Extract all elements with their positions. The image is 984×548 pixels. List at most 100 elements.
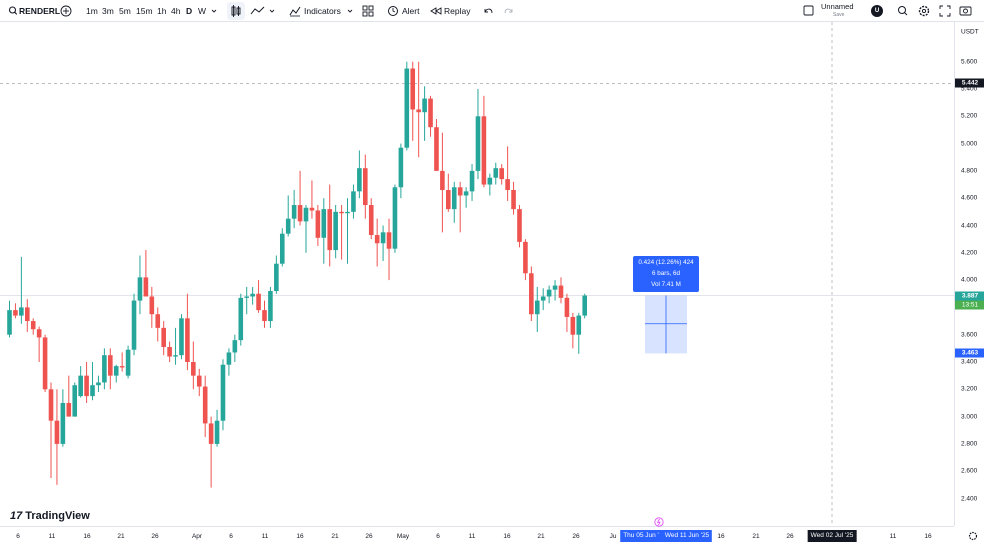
candle-body xyxy=(517,209,522,242)
fullscreen-icon[interactable] xyxy=(939,0,951,22)
indicators-icon[interactable] xyxy=(289,0,301,22)
candle-body xyxy=(303,207,309,222)
candle-body xyxy=(274,263,279,292)
candle-body xyxy=(546,289,552,297)
time-tick: 26 xyxy=(786,533,794,540)
timeframe-4h[interactable]: 4h xyxy=(171,6,181,16)
candle-body xyxy=(499,168,504,180)
candle-body xyxy=(291,205,297,219)
time-axis[interactable]: 6 11 16 21 26 Apr 6 11 16 21 26 May 6 11 16 21 26 Ju 16 21 2… xyxy=(0,517,978,548)
candle-body xyxy=(451,187,457,210)
timeframe-15m[interactable]: 15m xyxy=(136,6,153,16)
candle-body xyxy=(30,321,36,330)
layout-checkbox-icon[interactable] xyxy=(803,0,815,22)
symbol-search-icon[interactable] xyxy=(8,0,18,22)
candle-body xyxy=(374,235,380,244)
layout-grid-icon[interactable] xyxy=(362,0,374,22)
candle-body xyxy=(250,293,255,297)
candle-body xyxy=(72,385,78,417)
candle-body xyxy=(357,168,362,192)
redo-icon[interactable] xyxy=(503,0,515,22)
candle-body xyxy=(208,423,214,444)
candle-body xyxy=(179,318,184,356)
user-avatar[interactable]: U xyxy=(871,5,883,17)
alert-button[interactable]: Alert xyxy=(402,6,420,16)
layout-name[interactable]: Unnamed Save xyxy=(821,3,854,19)
top-toolbar: RENDERL 1m 3m 5m 15m 1h 4h D W Indicator… xyxy=(0,0,984,22)
price-tick: 2.600 xyxy=(961,467,978,475)
time-tick: 21 xyxy=(117,533,125,540)
candle-body xyxy=(410,68,416,110)
candle-body xyxy=(428,98,433,128)
timeframe-1m[interactable]: 1m xyxy=(86,6,98,16)
candle-body xyxy=(487,177,493,185)
snapshot-camera-icon[interactable] xyxy=(959,0,972,22)
candle-body xyxy=(202,386,208,424)
indicators-chevron-down-icon[interactable] xyxy=(346,0,354,22)
time-axis-settings-icon[interactable] xyxy=(968,529,978,543)
lightning-event-icon[interactable] xyxy=(654,517,664,529)
candle-body xyxy=(463,191,469,196)
timeframe-w[interactable]: W xyxy=(198,6,207,16)
candle-body xyxy=(321,209,327,238)
line-chart-type-icon[interactable] xyxy=(250,0,266,22)
timeframe-3m[interactable]: 3m xyxy=(102,6,114,16)
candle-body xyxy=(481,116,487,185)
candle-body xyxy=(102,355,107,383)
time-tick: Ju xyxy=(609,533,617,540)
price-tick: 4.200 xyxy=(961,249,978,257)
candle-body xyxy=(279,233,285,264)
time-tick: 26 xyxy=(151,533,159,540)
symbol-name[interactable]: RENDERL xyxy=(19,6,61,16)
candle-body xyxy=(24,307,30,322)
candle-body xyxy=(315,210,321,238)
measure-low-badge: 3.463 xyxy=(955,348,984,358)
bar-countdown-badge: 13:51 xyxy=(955,300,984,310)
time-tick: May xyxy=(396,533,410,540)
compare-add-icon[interactable] xyxy=(60,0,72,22)
timeframe-chevron-down-icon[interactable] xyxy=(210,0,218,22)
measure-start-date-badge: Thu 05 Jun ' xyxy=(620,530,662,542)
candle-body xyxy=(60,402,66,444)
candle-body xyxy=(119,366,125,368)
candle-body xyxy=(7,310,12,335)
alert-clock-icon[interactable] xyxy=(387,0,399,22)
replay-button[interactable]: Replay xyxy=(444,6,471,16)
quick-search-icon[interactable] xyxy=(897,0,909,22)
candle-body xyxy=(416,109,421,113)
timeframe-5m[interactable]: 5m xyxy=(119,6,131,16)
price-tick: 4.800 xyxy=(961,167,978,175)
candle-body xyxy=(155,314,161,328)
settings-gear-icon[interactable] xyxy=(918,0,930,22)
candle-body xyxy=(564,297,570,317)
candle-body xyxy=(42,337,48,390)
price-tick: 4.000 xyxy=(961,276,978,284)
candle-body xyxy=(505,179,510,191)
candle-body xyxy=(404,68,410,148)
candle-body xyxy=(66,402,72,417)
layout-save-label[interactable]: Save xyxy=(833,12,845,18)
timeframe-1h[interactable]: 1h xyxy=(157,6,167,16)
replay-icon[interactable] xyxy=(430,0,442,22)
currency-label: USDT xyxy=(961,28,979,36)
measure-tooltip: 0.424 (12.26%) 424 6 bars, 6d Vol 7.41 M xyxy=(633,256,699,292)
price-axis[interactable]: USDT 5.600 5.400 5.200 5.000 4.800 4.600 4.400… xyxy=(954,22,984,526)
logo-text: TradingView xyxy=(25,510,90,522)
candle-body xyxy=(185,318,190,362)
candle-body xyxy=(368,205,374,236)
chart-type-chevron-down-icon[interactable] xyxy=(268,0,276,22)
undo-icon[interactable] xyxy=(482,0,494,22)
price-tick: 5.000 xyxy=(961,140,978,148)
time-tick: 16 xyxy=(83,533,91,540)
timeframe-d[interactable]: D xyxy=(186,6,193,16)
candle-body xyxy=(398,147,404,188)
candles-chart-type-icon[interactable] xyxy=(227,2,245,20)
time-tick: 26 xyxy=(572,533,580,540)
candle-body xyxy=(149,296,155,315)
candle-body xyxy=(54,420,60,444)
measure-change: 0.424 (12.26%) 424 xyxy=(638,259,694,266)
candle-body xyxy=(475,116,481,171)
price-tick: 2.800 xyxy=(961,440,978,448)
candlestick-chart[interactable] xyxy=(0,22,954,526)
indicators-button[interactable]: Indicators xyxy=(304,6,341,16)
